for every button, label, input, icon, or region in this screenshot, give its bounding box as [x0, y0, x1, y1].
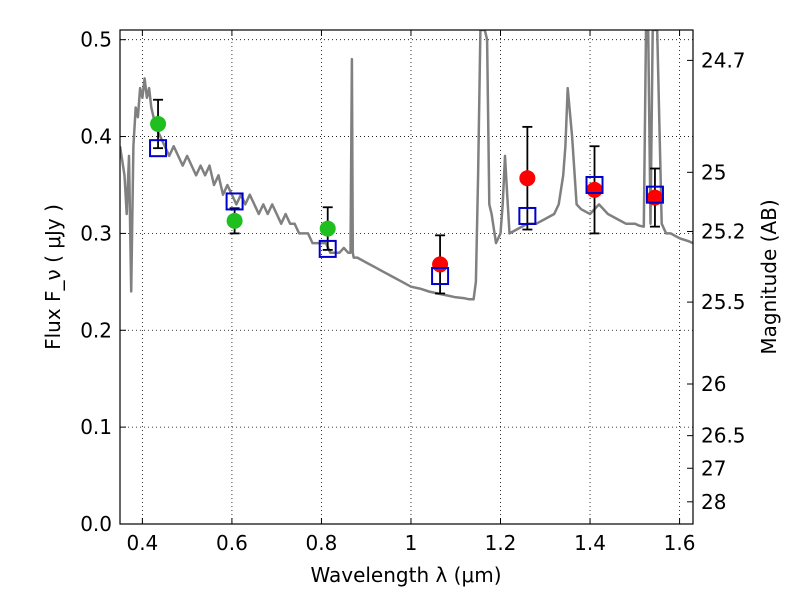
x-tick-label: 1.4	[574, 531, 606, 555]
magnitude-tick-label: 24.7	[701, 48, 746, 72]
green-flux-point	[319, 220, 336, 237]
x-tick-label: 1	[405, 531, 418, 555]
magnitude-tick-label: 25	[701, 160, 726, 184]
model-flux-box	[225, 192, 244, 211]
green-flux-point	[150, 115, 167, 132]
red-flux-point	[586, 181, 603, 198]
plot-background	[120, 30, 693, 524]
model-flux-box	[645, 185, 664, 204]
y-tick-label: 0.1	[80, 415, 112, 439]
green-flux-point	[226, 212, 243, 229]
red-flux-point	[646, 189, 663, 206]
y-tick-label: 0.5	[80, 28, 112, 52]
magnitude-tick-layer: 24.7 25 25.2 25.5 26 26.5 27 28	[687, 48, 746, 514]
y-tick-label: 0.2	[80, 318, 112, 342]
template-spectrum-layer	[120, 30, 693, 301]
y-tick-label: 0.0	[80, 512, 112, 536]
model-flux-box	[431, 267, 450, 286]
y-axis-label: Flux F_ν ( μJy )	[41, 204, 65, 350]
magnitude-tick-label: 26	[701, 372, 726, 396]
x-axis-label: Wavelength λ (μm)	[310, 563, 501, 587]
magnitude-tick-label: 25.5	[701, 290, 746, 314]
magnitude-tick-label: 26.5	[701, 424, 746, 448]
model-box-layer	[149, 139, 664, 286]
red-flux-point	[432, 256, 449, 273]
magnitude-axis-label: Magnitude (AB)	[757, 199, 781, 354]
magnitude-tick-label: 27	[701, 456, 726, 480]
model-flux-box	[585, 175, 604, 194]
model-flux-box	[318, 239, 337, 258]
x-tick-label: 1.2	[485, 531, 517, 555]
magnitude-tick-label: 28	[701, 490, 726, 514]
red-flux-point	[519, 170, 536, 187]
x-tick-label: 0.6	[216, 531, 248, 555]
x-tick-label: 1.6	[664, 531, 696, 555]
x-tick-layer: 0.4 0.6 0.8 1 1.2 1.4 1.6	[126, 30, 695, 555]
template-spectrum-line	[120, 30, 693, 301]
model-flux-box	[149, 139, 168, 158]
y-tick-label: 0.3	[80, 221, 112, 245]
y-tick-label: 0.4	[80, 125, 112, 149]
observed-point-layer	[150, 115, 663, 273]
x-tick-label: 0.4	[126, 531, 158, 555]
plot-frame	[119, 29, 694, 525]
model-flux-box	[518, 206, 537, 225]
x-tick-label: 0.8	[306, 531, 338, 555]
y-tick-layer: 0.0 0.1 0.2 0.3 0.4 0.5	[80, 28, 126, 536]
magnitude-tick-label: 25.2	[701, 219, 746, 243]
